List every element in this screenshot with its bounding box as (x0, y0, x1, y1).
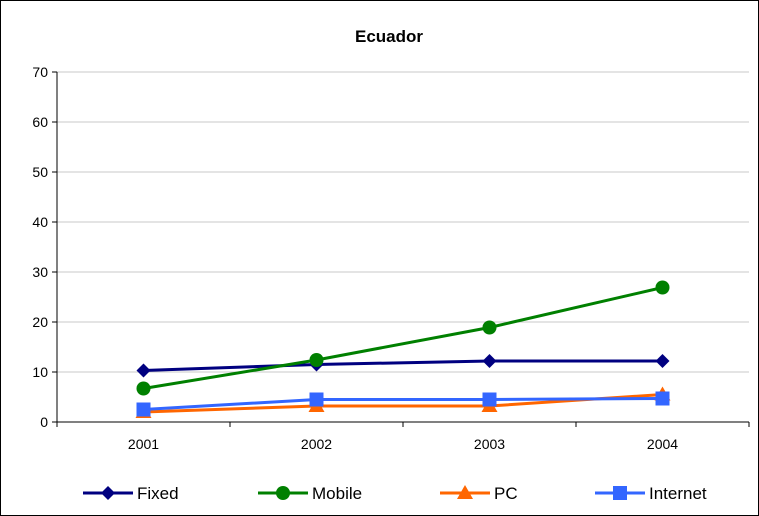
legend-label: Fixed (137, 484, 179, 503)
x-tick-label: 2002 (301, 436, 332, 452)
y-tick-label: 50 (32, 164, 48, 180)
series-line (143, 397, 663, 411)
y-tick-label: 10 (32, 364, 48, 380)
legend-marker (101, 486, 115, 500)
y-tick-label: 30 (32, 264, 48, 280)
axes (52, 71, 750, 427)
gridlines (57, 71, 749, 373)
data-point (136, 402, 151, 417)
x-tick-label: 2004 (647, 436, 678, 452)
legend-label: Internet (649, 484, 707, 503)
data-point (482, 320, 497, 335)
data-point (655, 391, 670, 406)
legend-item-mobile: Mobile (258, 484, 362, 503)
x-tick-label: 2001 (128, 436, 159, 452)
x-tick-label: 2003 (474, 436, 505, 452)
series-fixed (136, 354, 670, 378)
y-tick-label: 40 (32, 214, 48, 230)
legend-item-fixed: Fixed (83, 484, 179, 503)
legend-item-internet: Internet (595, 484, 707, 503)
legend-label: Mobile (312, 484, 362, 503)
data-point (655, 354, 670, 368)
y-tick-label: 70 (32, 64, 48, 80)
legend: Fixed Mobile PC Internet (83, 484, 707, 503)
legend-item-pc: PC (440, 484, 518, 503)
series-line (143, 359, 663, 372)
y-tick-label: 0 (40, 414, 48, 430)
series-line (143, 286, 663, 390)
series-mobile (136, 280, 670, 396)
series-internet (136, 391, 670, 417)
data-point (136, 381, 151, 396)
tick-labels: 0 10 20 30 40 50 60 70 2001 2002 2003 2004 (32, 64, 678, 452)
series-line (143, 393, 663, 414)
chart-title: Ecuador (355, 27, 423, 46)
legend-label: PC (494, 484, 518, 503)
series-pc (135, 386, 671, 418)
y-tick-label: 20 (32, 314, 48, 330)
data-point (309, 353, 324, 367)
data-point (482, 354, 497, 368)
data-point (655, 280, 670, 295)
data-point (482, 392, 497, 407)
legend-marker (457, 485, 473, 499)
data-point (136, 363, 151, 378)
data-point (309, 392, 324, 407)
series-group (135, 280, 671, 418)
y-tick-label: 60 (32, 114, 48, 130)
legend-marker (276, 486, 290, 500)
legend-marker (613, 486, 627, 500)
